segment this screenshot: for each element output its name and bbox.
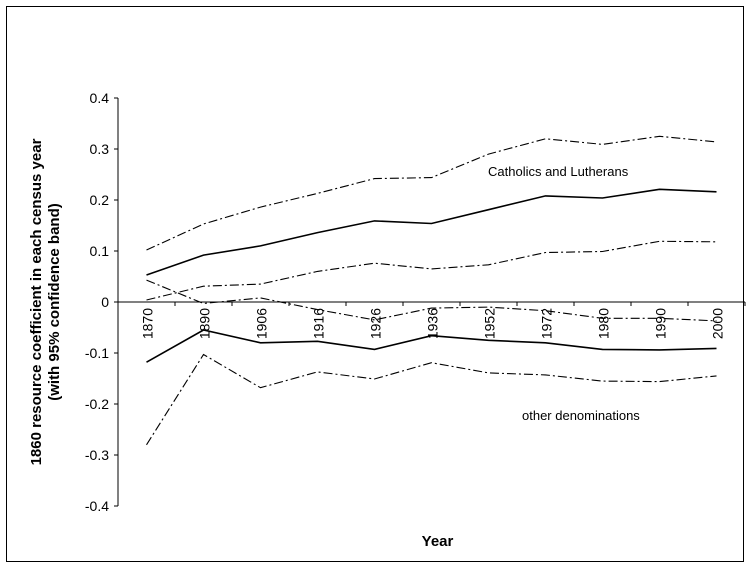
x-tick-label: 1990	[653, 308, 669, 339]
y-tick-label: 0	[101, 294, 109, 310]
y-axis-title-line1: 1860 resource coefficient in each census…	[28, 138, 45, 465]
estimate-line-0	[146, 188, 717, 276]
chart-frame	[6, 6, 744, 562]
x-tick-label: 1936	[425, 308, 441, 339]
x-axis-title: Year	[422, 533, 454, 550]
chart-series	[146, 135, 717, 446]
y-tick-label: -0.3	[85, 447, 109, 463]
y-tick-label: -0.2	[85, 396, 109, 412]
x-tick-label: 2000	[710, 308, 726, 339]
x-tick-label: 1952	[482, 308, 498, 339]
estimate-line-3	[146, 329, 717, 363]
y-tick-label: 0.1	[90, 243, 110, 259]
x-tick-label: 1890	[197, 308, 213, 339]
x-tick-labels: 1870 1890 1906 1916 1926 1936 1952 1972 1980 1990…	[140, 308, 726, 339]
x-tick-label: 1926	[368, 308, 384, 339]
y-tick-labels: 0.4 0.3 0.2 0.1 0 -0.1 -0.2 -0.3 -0.4	[85, 90, 109, 514]
annotation-catholics-lutherans: Catholics and Lutherans	[488, 164, 629, 179]
confidence-band-line-4	[146, 279, 717, 322]
x-tick-label: 1916	[311, 308, 327, 339]
y-tick-label: 0.3	[90, 141, 110, 157]
x-tick-label: 1906	[254, 308, 270, 339]
y-tick-label: 0.2	[90, 192, 110, 208]
x-tick-label: 1972	[539, 308, 555, 339]
y-tick-label: -0.4	[85, 498, 109, 514]
x-tick-label: 1870	[140, 308, 156, 339]
confidence-band-line-2	[146, 240, 717, 301]
confidence-band-line-5	[146, 353, 717, 446]
confidence-band-line-1	[146, 135, 717, 251]
annotation-other-denominations: other denominations	[522, 408, 640, 423]
y-tick-label: -0.1	[85, 345, 109, 361]
x-tick-label: 1980	[596, 308, 612, 339]
y-axis-title-line2: (with 95% confidence band)	[46, 203, 63, 401]
y-tick-label: 0.4	[90, 90, 110, 106]
chart-axes	[114, 97, 746, 507]
